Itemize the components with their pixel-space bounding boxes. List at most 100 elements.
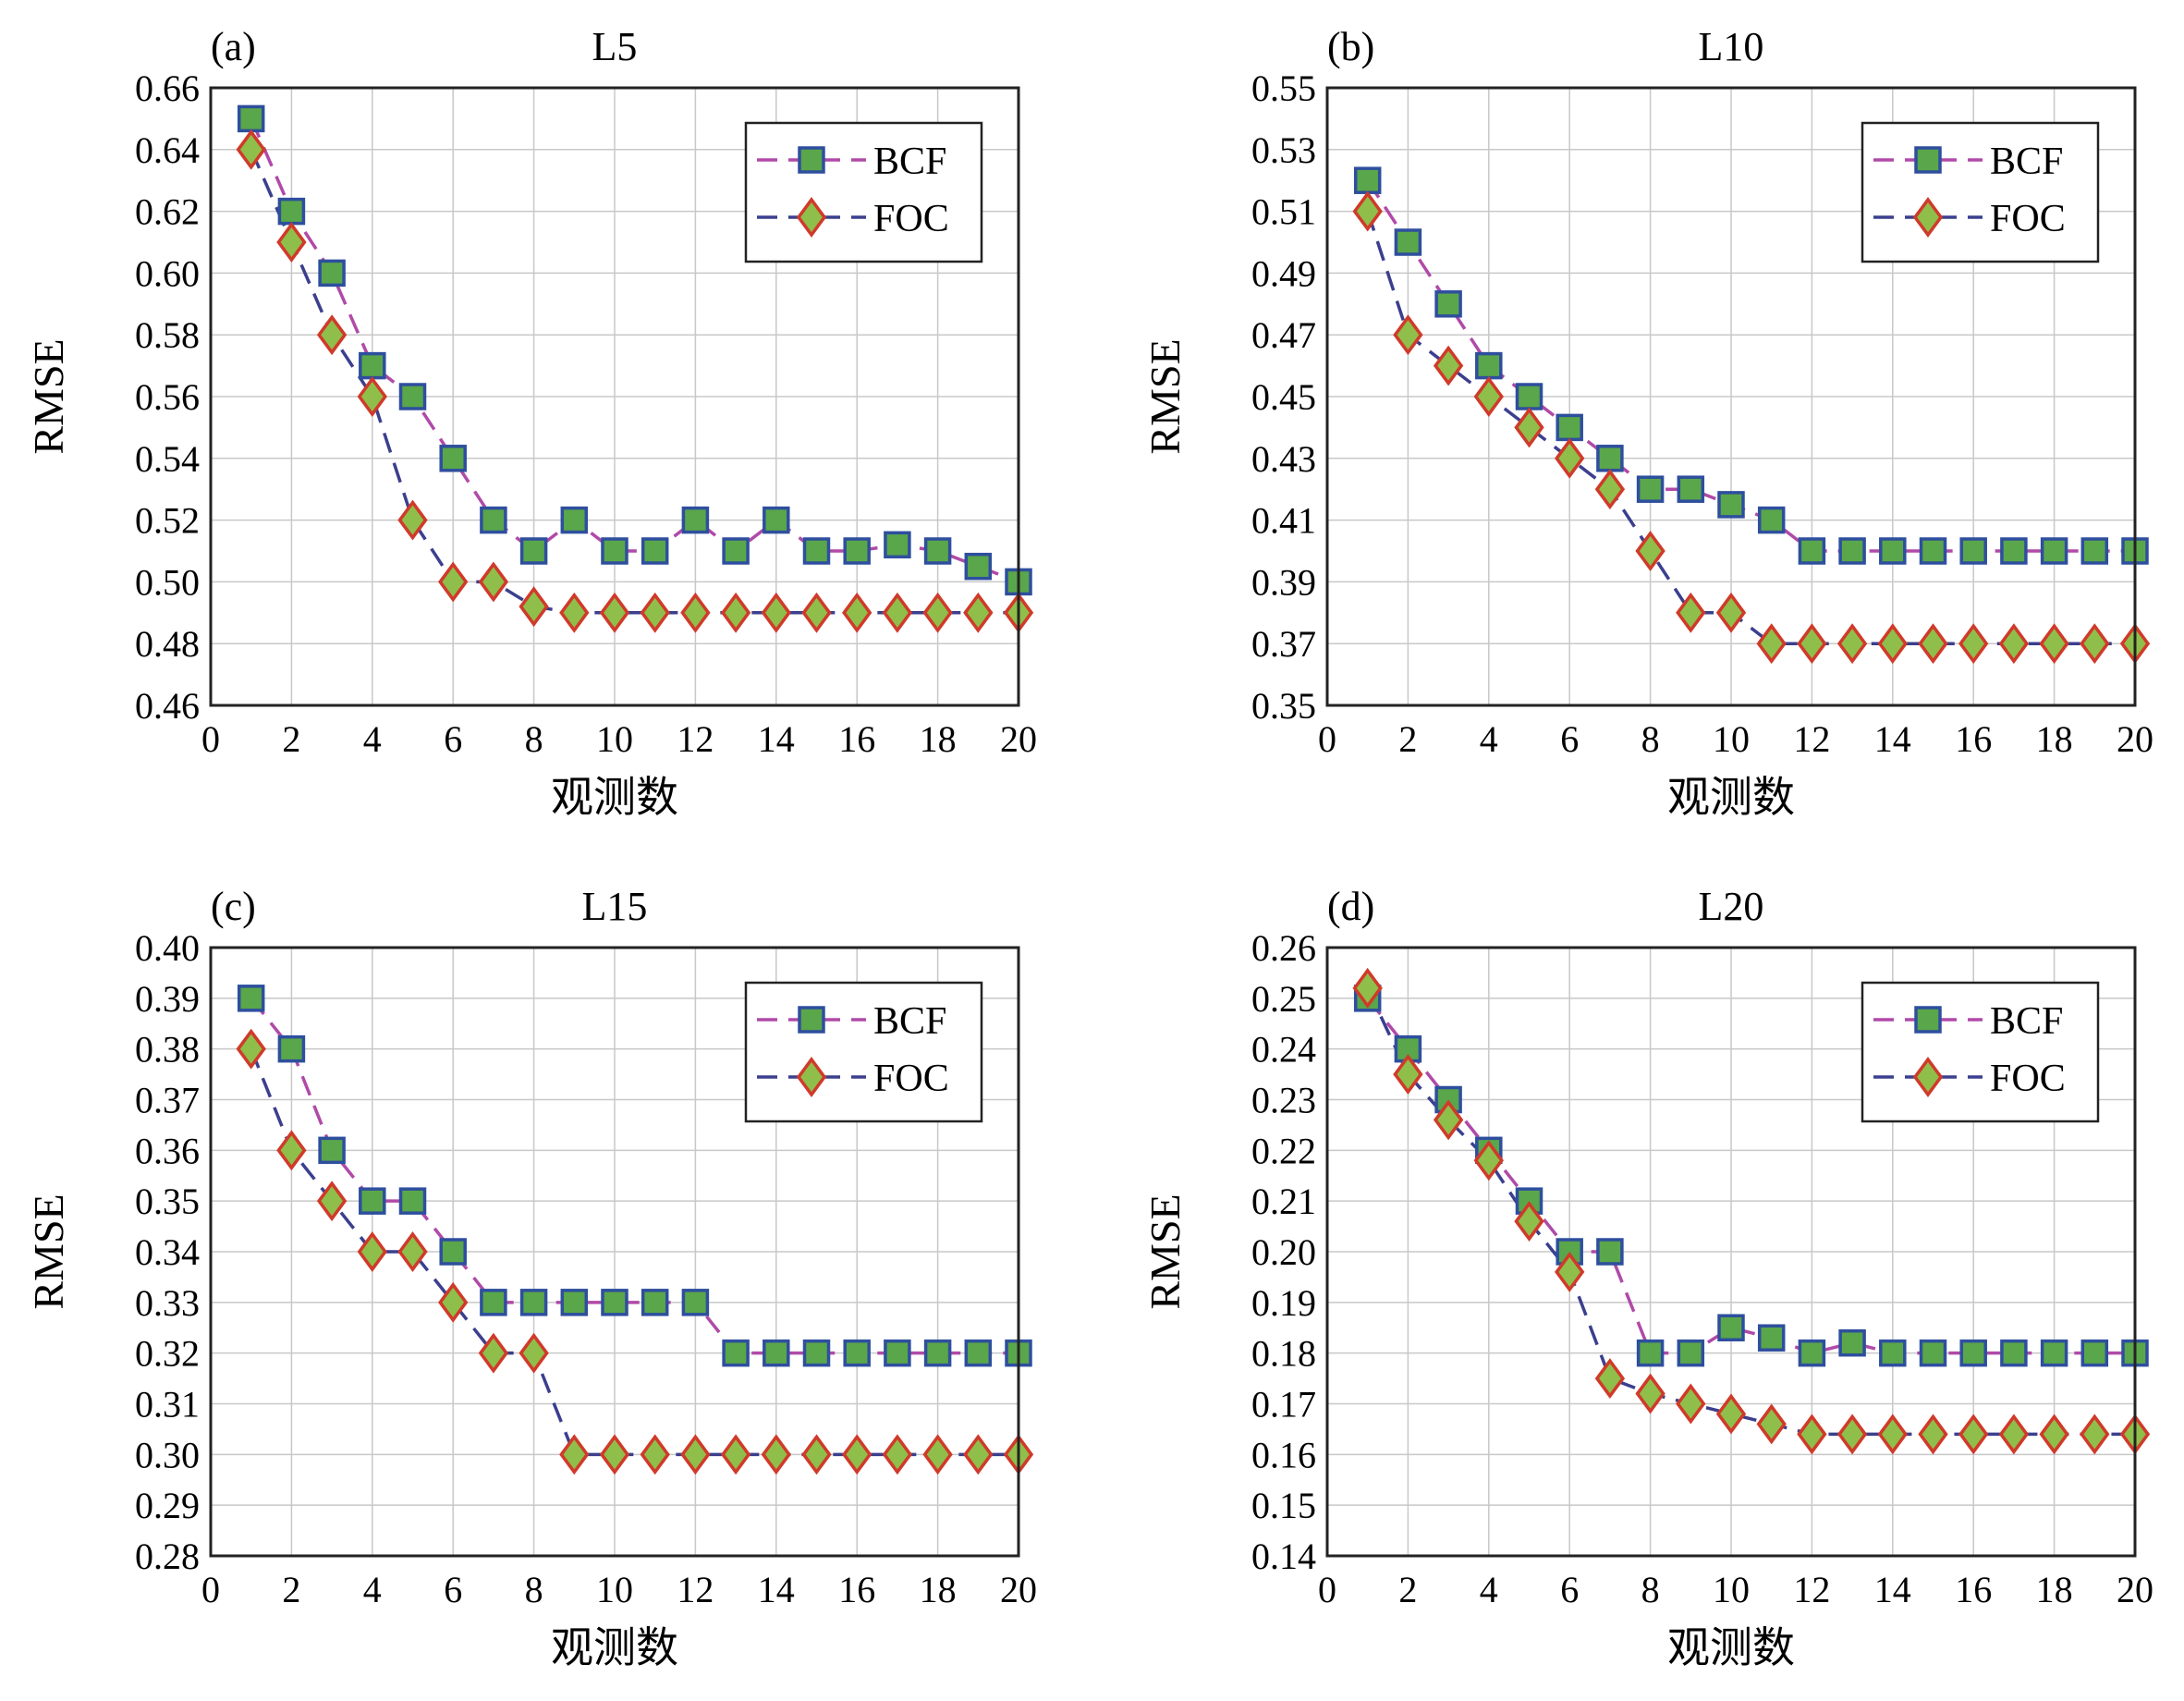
data-point-foc xyxy=(1676,592,1706,633)
data-point-bcf xyxy=(964,552,993,581)
data-point-foc xyxy=(1514,407,1544,448)
data-point-foc xyxy=(1393,1054,1423,1095)
legend: BCF FOC xyxy=(1861,981,2100,1123)
y-tick-label: 0.55 xyxy=(1251,67,1316,109)
data-point-bcf xyxy=(1959,537,1987,565)
data-point-foc xyxy=(316,1181,348,1222)
y-tick-label: 0.19 xyxy=(1251,1282,1316,1324)
y-tick-label: 0.66 xyxy=(135,67,200,109)
y-axis-label: RMSE xyxy=(25,1193,72,1309)
data-point-foc xyxy=(1676,1383,1706,1425)
y-tick-label: 0.18 xyxy=(1251,1333,1316,1375)
data-point-foc xyxy=(720,1434,751,1475)
data-point-bcf xyxy=(439,445,467,472)
data-point-foc xyxy=(1797,1413,1827,1455)
data-point-foc xyxy=(1836,1413,1868,1455)
data-point-bcf xyxy=(923,537,952,565)
data-point-bcf xyxy=(480,1289,507,1316)
data-point-bcf xyxy=(843,1339,871,1367)
data-point-foc xyxy=(236,1028,266,1070)
y-tick-label: 0.60 xyxy=(135,252,200,294)
y-tick-label: 0.48 xyxy=(135,623,200,665)
x-tick-label: 16 xyxy=(838,1569,875,1610)
data-point-bcf xyxy=(1838,1328,1866,1357)
panel-label: (a) xyxy=(211,24,256,69)
data-point-foc xyxy=(2039,1413,2069,1455)
data-point-foc xyxy=(357,376,387,417)
data-point-foc xyxy=(397,1231,428,1272)
data-point-foc xyxy=(1877,1413,1908,1455)
data-point-bcf xyxy=(843,537,871,565)
data-point-bcf xyxy=(763,506,790,534)
legend: BCF FOC xyxy=(744,981,983,1123)
panel-label: (c) xyxy=(211,884,256,929)
data-point-foc xyxy=(1393,314,1423,356)
data-point-foc xyxy=(1555,1251,1585,1292)
data-point-foc xyxy=(559,1434,590,1475)
data-point-bcf xyxy=(237,985,265,1012)
data-point-bcf xyxy=(681,506,710,534)
x-tick-label: 14 xyxy=(758,1569,795,1610)
x-tick-label: 14 xyxy=(758,718,795,760)
data-point-bcf xyxy=(2040,537,2068,565)
data-point-foc xyxy=(1998,623,2030,665)
legend-marker-foc xyxy=(1912,197,1944,238)
plot-frame xyxy=(209,86,1020,707)
legend-marker-bcf xyxy=(1914,1006,1942,1034)
plot-frame xyxy=(209,946,1020,1558)
data-point-foc xyxy=(438,561,469,603)
data-point-bcf xyxy=(1798,537,1826,565)
legend-label-bcf: BCF xyxy=(873,141,946,183)
data-point-bcf xyxy=(1394,228,1422,256)
x-tick-label: 18 xyxy=(2036,718,2073,760)
chart-panel-a: 0 2 4 6 8 10 12 14 16 18 20 0.46 0.48 0.50 0.52 0.54 0.5… xyxy=(25,24,1037,821)
data-point-foc xyxy=(1473,1140,1504,1181)
data-point-bcf xyxy=(519,537,548,565)
data-point-foc xyxy=(1352,190,1383,232)
data-point-foc xyxy=(761,592,791,633)
data-point-foc xyxy=(801,592,832,633)
x-axis-label: 观测数 xyxy=(551,774,678,821)
y-tick-label: 0.46 xyxy=(135,685,200,727)
x-tick-label: 8 xyxy=(525,718,543,760)
x-axis-label: 观测数 xyxy=(1667,774,1795,821)
data-point-foc xyxy=(1958,623,1989,665)
legend-label-foc: FOC xyxy=(873,198,949,240)
data-point-bcf xyxy=(2000,537,2028,565)
y-tick-label: 0.38 xyxy=(135,1029,200,1071)
x-axis-label: 观测数 xyxy=(551,1624,678,1671)
data-point-bcf xyxy=(398,383,427,410)
data-point-bcf xyxy=(884,531,911,559)
legend-label-foc: FOC xyxy=(1990,1058,2066,1100)
y-tick-label: 0.54 xyxy=(135,438,200,480)
data-point-foc xyxy=(1433,345,1464,386)
data-point-foc xyxy=(1797,623,1827,665)
data-point-foc xyxy=(519,586,549,628)
data-point-bcf xyxy=(641,537,669,565)
x-tick-label: 6 xyxy=(1560,1569,1579,1610)
chart-title: L20 xyxy=(1699,884,1764,929)
data-point-bcf xyxy=(318,259,346,288)
data-point-foc xyxy=(1756,623,1787,665)
legend-marker-foc xyxy=(796,197,827,238)
data-point-bcf xyxy=(519,1289,548,1316)
panel-label: (d) xyxy=(1327,884,1374,929)
data-point-foc xyxy=(842,592,872,633)
data-point-foc xyxy=(2080,623,2110,665)
y-tick-label: 0.39 xyxy=(1251,561,1316,603)
legend-box xyxy=(744,981,983,1123)
y-tick-label: 0.31 xyxy=(135,1384,200,1426)
x-tick-label: 8 xyxy=(525,1569,543,1610)
x-tick-label: 2 xyxy=(282,718,300,760)
data-point-foc xyxy=(640,592,670,633)
x-tick-label: 18 xyxy=(920,718,957,760)
x-tick-label: 8 xyxy=(1641,718,1660,760)
x-tick-label: 16 xyxy=(1955,1569,1992,1610)
y-tick-label: 0.58 xyxy=(135,314,200,356)
data-point-bcf xyxy=(1556,413,1583,442)
y-tick-label: 0.30 xyxy=(135,1434,200,1475)
y-tick-label: 0.37 xyxy=(135,1080,200,1121)
y-tick-label: 0.50 xyxy=(135,561,200,603)
chart-panel-c: 0 2 4 6 8 10 12 14 16 18 20 0.28 0.29 0.30 0.31 0.32 0.3… xyxy=(25,884,1037,1671)
data-point-foc xyxy=(519,1332,549,1374)
